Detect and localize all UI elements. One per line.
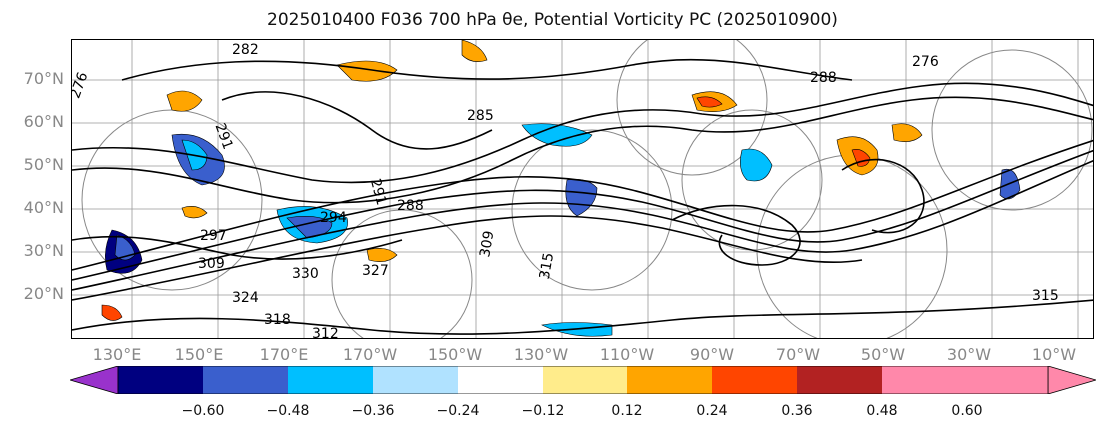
lon-label: 170°W [342, 345, 398, 364]
colorbar-arrow-right [1047, 366, 1096, 394]
contour-label: 309 [477, 229, 497, 258]
lat-label-20n: 20°N [23, 284, 64, 303]
contour-label: 294 [320, 210, 347, 226]
map-svg: 282 276 288 276 291 285 291 288 294 297 … [72, 40, 1093, 339]
theta-e-contours [72, 58, 1093, 335]
contour-label: 285 [467, 108, 494, 124]
colorbar-segment [373, 366, 458, 394]
colorbar-segment [627, 366, 712, 394]
lon-label: 10°W [1031, 345, 1077, 364]
lat-label-30n: 30°N [23, 241, 64, 260]
lon-label: 130°E [92, 345, 142, 364]
lon-label: 50°W [860, 345, 906, 364]
colorbar [70, 366, 1096, 394]
colorbar-segment [797, 366, 882, 394]
colorbar-segment [288, 366, 373, 394]
contour-label: 330 [292, 266, 319, 282]
colorbar-tick: 0.12 [611, 403, 643, 419]
colorbar-segment [543, 366, 627, 394]
colorbar-segment [967, 366, 1048, 394]
contour-label: 312 [312, 326, 339, 339]
chart-title: 2025010400 F036 700 hPa θe, Potential Vo… [267, 10, 838, 30]
lat-label-70n: 70°N [23, 69, 64, 88]
colorbar-tick: −0.24 [436, 403, 480, 419]
contour-label: 315 [1032, 288, 1059, 304]
colorbar-tick: −0.36 [351, 403, 395, 419]
colorbar-tick: 0.36 [781, 403, 813, 419]
colorbar-segment [118, 366, 203, 394]
contour-label: 315 [537, 251, 557, 280]
colorbar-segment [882, 366, 967, 394]
contour-label-group: 282 276 288 276 291 285 291 288 294 297 … [72, 42, 1059, 339]
contour-label: 291 [367, 177, 389, 207]
lat-lon-grid [72, 40, 1093, 338]
contour-label: 297 [200, 228, 227, 244]
lon-label: 130°W [513, 345, 569, 364]
contour-label: 288 [397, 198, 424, 214]
colorbar-segment [203, 366, 288, 394]
colorbar-arrow-left [70, 366, 119, 394]
colorbar-segment [458, 366, 543, 394]
colorbar-tick: 0.48 [866, 403, 898, 419]
colorbar-tick: 0.60 [951, 403, 983, 419]
lon-label: 150°W [427, 345, 483, 364]
contour-label: 324 [232, 290, 259, 306]
contour-label: 318 [264, 312, 291, 328]
contour-label: 288 [810, 70, 837, 86]
lon-label: 150°E [174, 345, 224, 364]
lat-label-50n: 50°N [23, 155, 64, 174]
contour-label: 309 [198, 256, 225, 272]
contour-label: 327 [362, 263, 389, 279]
contour-label: 276 [912, 54, 939, 70]
colorbar-tick: −0.12 [521, 403, 565, 419]
lat-label-40n: 40°N [23, 198, 64, 217]
map-panel: 282 276 288 276 291 285 291 288 294 297 … [71, 39, 1094, 339]
lon-label: 30°W [946, 345, 992, 364]
lon-label: 70°W [775, 345, 821, 364]
colorbar-tick: 0.24 [696, 403, 728, 419]
lat-label-60n: 60°N [23, 112, 64, 131]
lon-label: 170°E [259, 345, 309, 364]
colorbar-segment [712, 366, 797, 394]
colorbar-tick: −0.60 [181, 403, 225, 419]
contour-label: 276 [72, 70, 92, 101]
contour-label: 282 [232, 42, 259, 58]
lon-label: 110°W [599, 345, 655, 364]
lon-label: 90°W [689, 345, 735, 364]
colorbar-tick: −0.48 [266, 403, 310, 419]
